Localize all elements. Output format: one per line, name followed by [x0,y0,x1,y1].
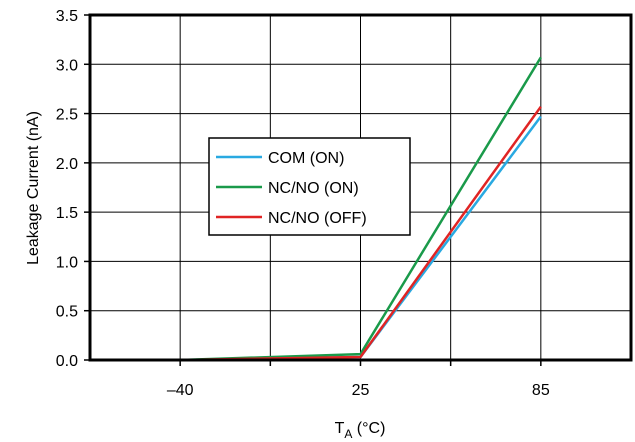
y-tick-label: 3.5 [56,8,78,25]
legend-label-2: NC/NO (ON) [268,180,359,197]
x-axis-label-subscript: A [344,427,352,441]
y-axis-label: Leakage Current (nA) [25,111,42,265]
y-tick-label: 2.0 [56,156,78,173]
y-tick-label: 1.5 [56,205,78,222]
x-axis-label: TA (°C) [335,420,386,441]
legend: COM (ON) NC/NO (ON) NC/NO (OFF) [208,137,411,236]
x-axis-label-main: T [335,420,345,437]
y-tick-label: 0.0 [56,353,78,370]
y-tick-label: 1.0 [56,254,78,271]
legend-label-3: NC/NO (OFF) [268,210,367,227]
y-axis-ticks: 0.0 0.5 1.0 1.5 2.0 2.5 3.0 3.5 [56,8,90,370]
x-tick-label: –40 [167,382,194,399]
y-tick-label: 3.0 [56,57,78,74]
y-tick-label: 0.5 [56,304,78,321]
y-tick-label: 2.5 [56,107,78,124]
legend-label-1: COM (ON) [268,150,344,167]
x-tick-label: 85 [532,382,550,399]
x-tick-label: 25 [352,382,370,399]
x-axis-label-unit: (°C) [352,420,385,437]
x-axis-ticks: –40 25 85 [167,360,550,399]
